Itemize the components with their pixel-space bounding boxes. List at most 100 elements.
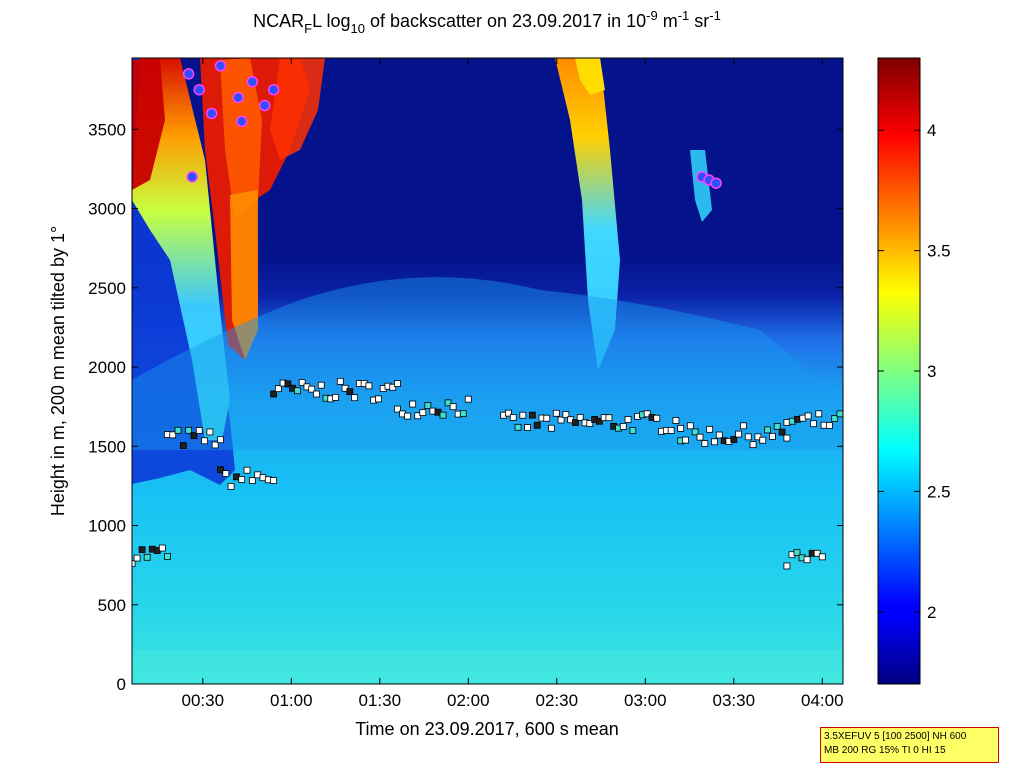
title-part: L log <box>312 11 350 31</box>
layer-marker <box>519 411 527 419</box>
layer-marker <box>211 441 219 449</box>
cloud-marker <box>232 91 244 104</box>
layer-marker <box>764 426 771 434</box>
cloud-marker <box>193 83 206 96</box>
cloud-marker <box>710 177 722 189</box>
info-line-1: 3.5XEFUV 5 [100 2500] NH 600 <box>824 731 967 742</box>
layer-marker <box>653 414 661 422</box>
cloud-marker <box>186 171 198 183</box>
layer-marker <box>509 414 517 421</box>
layer-marker <box>143 553 151 561</box>
field-region <box>270 58 325 160</box>
layer-marker <box>444 399 452 407</box>
layer-marker <box>586 420 594 427</box>
cloud-marker <box>182 68 195 80</box>
layer-marker <box>548 424 555 432</box>
layer-marker <box>505 409 512 417</box>
layer-marker <box>754 433 762 441</box>
layer-marker <box>744 433 752 441</box>
layer-marker <box>459 410 467 418</box>
layer-marker <box>672 417 680 424</box>
layer-marker <box>294 387 301 395</box>
field-region <box>555 58 620 370</box>
layer-marker <box>759 436 767 444</box>
layer-marker <box>524 424 532 431</box>
x-tick-label: 04:00 <box>801 691 844 710</box>
x-tick-label: 03:00 <box>624 691 667 710</box>
layer-marker <box>274 385 282 393</box>
layer-marker <box>217 436 224 444</box>
field-region <box>132 58 165 190</box>
layer-marker <box>715 431 723 439</box>
layer-marker <box>783 434 791 442</box>
colorbar-tick-label: 2.5 <box>927 482 951 501</box>
layer-marker <box>227 482 235 490</box>
layer-marker <box>409 400 417 408</box>
field-region <box>690 150 712 222</box>
layer-marker <box>365 382 373 390</box>
layer-marker <box>696 433 704 441</box>
title-part: 10 <box>350 21 364 36</box>
layer-marker <box>769 432 776 440</box>
layer-marker <box>336 377 344 385</box>
layer-marker <box>133 554 141 562</box>
layer-marker <box>804 412 812 420</box>
layer-marker <box>706 425 714 433</box>
layer-marker <box>793 549 801 556</box>
title-part: sr <box>689 11 709 31</box>
layer-marker <box>284 380 292 388</box>
y-tick-label: 1500 <box>88 437 126 456</box>
layer-markers <box>132 60 843 570</box>
cloud-marker <box>267 83 280 96</box>
y-tick-label: 2000 <box>88 358 126 377</box>
layer-marker <box>351 394 359 402</box>
layer-marker <box>813 549 821 557</box>
title-part: NCAR <box>253 11 304 31</box>
info-line-2: MB 200 RG 15% TI 0 HI 15 <box>824 745 946 756</box>
layer-marker <box>711 438 718 446</box>
layer-marker <box>691 428 699 436</box>
title-part: F <box>304 21 312 36</box>
layer-marker <box>836 410 843 418</box>
layer-marker <box>206 428 214 436</box>
info-box: 3.5XEFUV 5 [100 2500] NH 600 MB 200 RG 1… <box>820 727 999 763</box>
layer-marker <box>595 417 603 425</box>
field-region <box>132 277 843 450</box>
field-region <box>220 58 262 220</box>
layer-marker <box>831 415 839 422</box>
layer-marker <box>179 442 187 449</box>
field-region <box>230 190 258 360</box>
layer-marker <box>619 423 627 430</box>
layer-marker <box>576 413 584 421</box>
x-tick-label: 01:30 <box>359 691 402 710</box>
field-region <box>132 650 843 684</box>
layer-marker <box>810 420 817 428</box>
layer-marker <box>158 544 166 552</box>
layer-marker <box>667 427 675 434</box>
cloud-marker <box>235 115 248 128</box>
layer-marker <box>201 437 208 445</box>
layer-marker <box>174 426 182 434</box>
layer-marker <box>190 432 198 440</box>
layer-marker <box>677 424 685 432</box>
y-tick-label: 3500 <box>88 120 126 139</box>
layer-marker <box>464 395 472 403</box>
cloud-marker <box>205 107 218 120</box>
layer-marker <box>270 477 277 484</box>
layer-marker <box>270 390 277 398</box>
layer-marker <box>629 427 637 434</box>
x-tick-label: 01:00 <box>270 691 313 710</box>
layer-marker <box>749 441 757 449</box>
layer-marker <box>419 409 427 416</box>
layer-marker <box>332 393 339 401</box>
layer-marker <box>557 416 565 424</box>
layer-marker <box>528 411 536 419</box>
x-tick-label: 03:30 <box>713 691 756 710</box>
layer-marker <box>195 427 203 434</box>
layer-marker <box>818 553 826 561</box>
title-part: -1 <box>709 8 721 23</box>
layer-marker <box>605 414 613 422</box>
layer-marker <box>552 409 560 417</box>
cloud-marker <box>246 76 259 88</box>
